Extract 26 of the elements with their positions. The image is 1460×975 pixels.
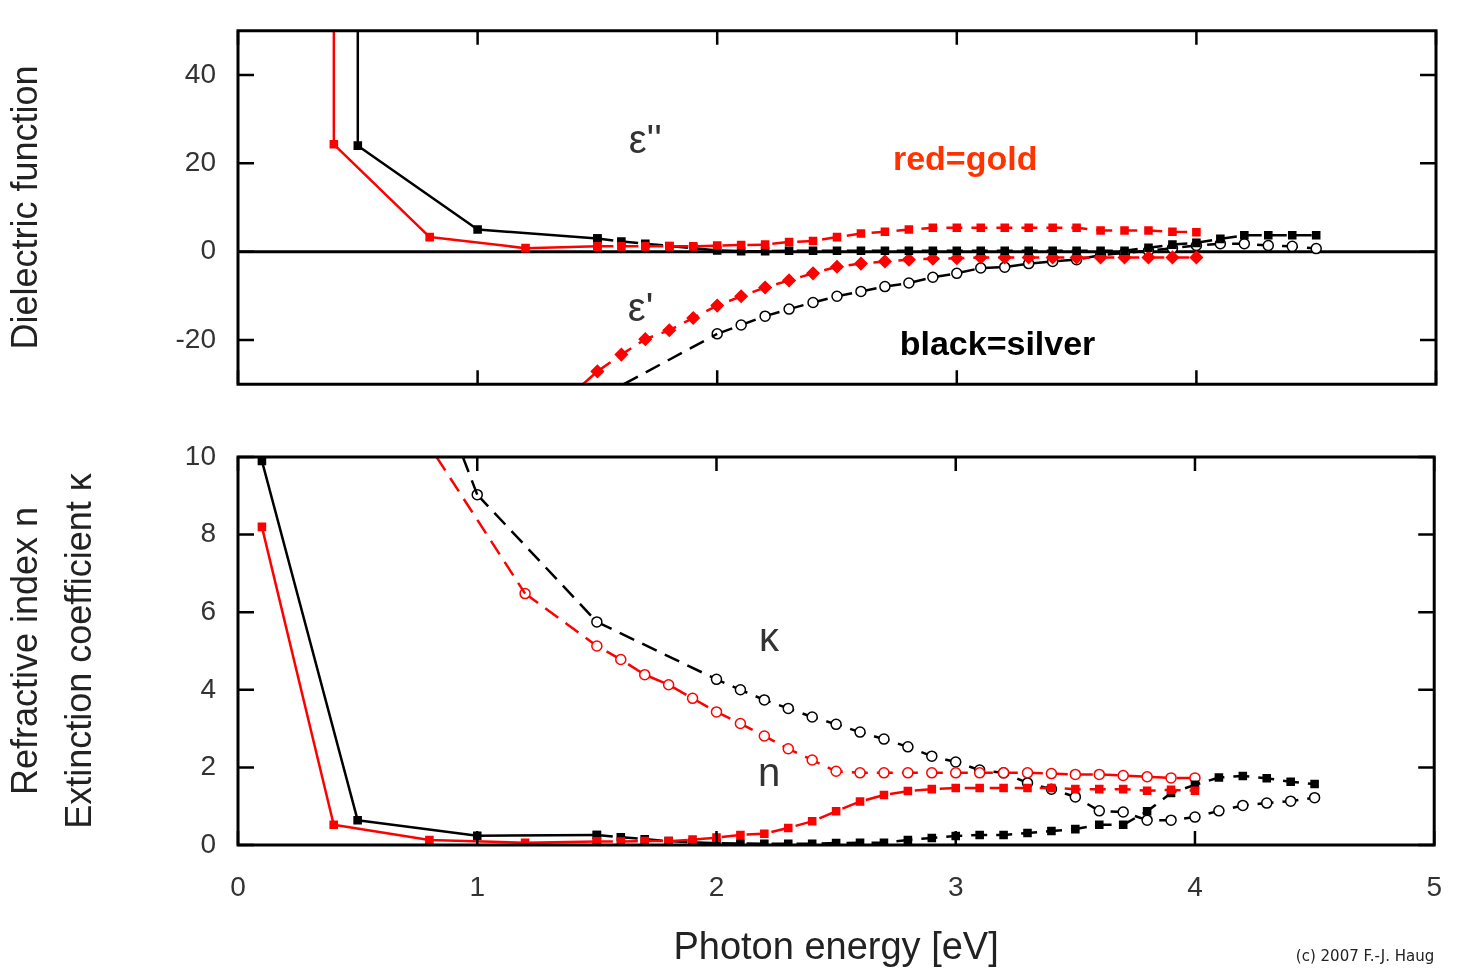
y-tick-label: 10	[184, 439, 216, 471]
x-tick-label: 0	[230, 870, 246, 902]
x-axis-title: Photon energy [eV]	[673, 924, 999, 967]
y-tick-label: 20	[184, 146, 216, 178]
y-tick-label: 4	[200, 672, 216, 704]
x-tick-label: 1	[469, 870, 486, 902]
y-tick-label: 0	[200, 827, 216, 859]
y-tick-label: -20	[175, 322, 216, 354]
y-axis-title: Dielectric function	[3, 65, 45, 350]
annotation: κ	[759, 615, 781, 660]
text: (c) 2007 F.-J. Haug	[1295, 946, 1435, 965]
annotation: ε''	[628, 117, 662, 162]
y-axis-title: Refractive index n Extinction coefficient κ	[3, 472, 99, 829]
annotation: red=gold	[892, 138, 1038, 177]
x-tick-label: 5	[1426, 870, 1442, 902]
x-tick-label: 3	[947, 870, 964, 902]
x-tick-label: 4	[1187, 870, 1203, 902]
annotation: black=silver	[899, 324, 1096, 363]
y-tick-label: 2	[200, 750, 216, 782]
y-tick-label: 40	[184, 57, 216, 89]
annotation: ε'	[627, 285, 654, 330]
y-tick-label: 0	[200, 234, 216, 266]
annotation: n	[757, 750, 781, 795]
y-tick-label: 8	[200, 517, 216, 549]
y-tick-label: 6	[200, 594, 216, 626]
x-tick-label: 2	[708, 870, 725, 902]
